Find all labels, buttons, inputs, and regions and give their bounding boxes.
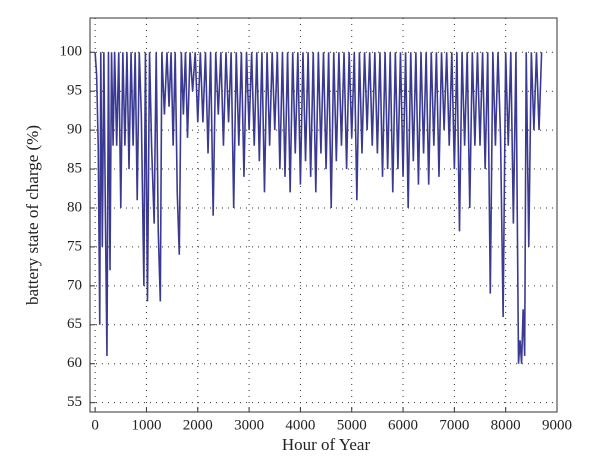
y-tick-label: 95 — [67, 83, 82, 99]
x-tick-label: 8000 — [491, 417, 521, 433]
x-tick-label: 5000 — [337, 417, 367, 433]
y-tick-label: 65 — [67, 316, 82, 332]
y-tick-label: 80 — [67, 199, 82, 215]
y-tick-label: 55 — [67, 394, 82, 410]
x-tick-label: 0 — [91, 417, 99, 433]
plot-frame — [89, 17, 558, 413]
y-tick-label: 60 — [67, 355, 82, 371]
x-tick-label: 1000 — [131, 417, 161, 433]
x-axis-label: Hour of Year — [282, 435, 371, 454]
x-tick-label: 6000 — [388, 417, 418, 433]
y-axis-label: battery state of charge (%) — [23, 125, 42, 305]
y-tick-label: 75 — [67, 238, 82, 254]
x-tick-label: 7000 — [439, 417, 469, 433]
data-line — [94, 52, 543, 364]
y-tick-label: 70 — [67, 277, 82, 293]
y-tick-label: 85 — [67, 160, 82, 176]
x-tick-label: 3000 — [234, 417, 264, 433]
x-tick-label: 2000 — [183, 417, 213, 433]
x-tick-label: 9000 — [542, 417, 572, 433]
x-tick-label: 4000 — [285, 417, 315, 433]
y-tick-label: 100 — [60, 44, 83, 60]
y-tick-label: 90 — [67, 122, 82, 138]
